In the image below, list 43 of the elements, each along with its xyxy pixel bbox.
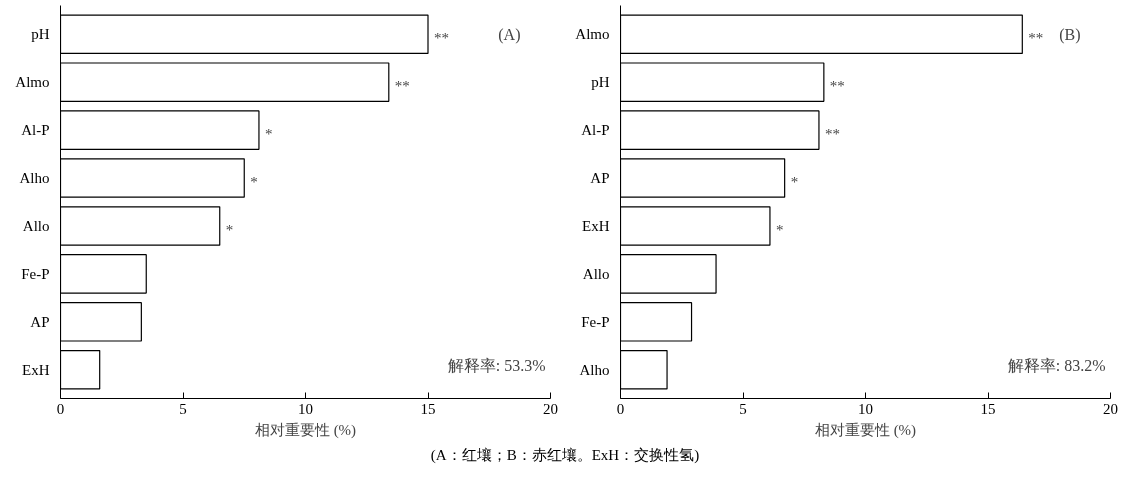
y-tick-label: ExH — [582, 217, 610, 234]
x-tick-label: 5 — [739, 400, 747, 417]
annotation: ** — [394, 78, 410, 95]
x-tick-label: 15 — [420, 400, 436, 417]
y-tick-label: Fe-P — [581, 313, 610, 330]
y-tick-label: pH — [31, 26, 50, 43]
annotation: * — [225, 221, 234, 238]
x-tick-label: 20 — [543, 400, 558, 417]
x-tick-label: 10 — [298, 400, 313, 417]
annotation: (B) — [1059, 25, 1081, 44]
y-tick-label: Fe-P — [21, 265, 50, 282]
x-tick-label: 0 — [616, 400, 625, 417]
y-tick-label: Alho — [19, 170, 50, 187]
x-tick-label: 10 — [858, 400, 873, 417]
y-tick-label: Al-P — [21, 122, 50, 139]
annotation: * — [264, 126, 273, 143]
annotation: (A) — [498, 25, 521, 44]
y-tick-label: pH — [591, 74, 610, 91]
annotation: * — [775, 221, 784, 238]
x-tick-label: 20 — [1103, 400, 1118, 417]
y-tick-label: Al-P — [581, 122, 610, 139]
annotation: ** — [824, 126, 840, 143]
x-tick-label: 0 — [56, 400, 65, 417]
annotation: ** — [829, 78, 845, 95]
y-tick-label: Almo — [575, 26, 610, 43]
y-tick-label: Allo — [582, 265, 610, 282]
y-tick-label: Almo — [15, 74, 50, 91]
y-tick-label: ExH — [22, 361, 50, 378]
x-axis-title: 相对重要性 (%) — [814, 421, 917, 439]
annotation: 解释率: 83.2% — [1007, 357, 1106, 375]
y-tick-label: AP — [30, 313, 50, 330]
y-tick-label: Allo — [22, 217, 50, 234]
annotation: * — [250, 174, 258, 191]
annotation: ** — [1028, 30, 1044, 47]
y-tick-label: AP — [590, 170, 610, 187]
annotation: * — [790, 174, 799, 191]
x-tick-label: 15 — [980, 400, 996, 417]
y-tick-label: Alho — [579, 361, 610, 378]
annotation: 解释率: 53.3% — [447, 357, 546, 375]
text: (A：红壤；B：赤红壤。ExH：交换性氢) — [430, 446, 700, 465]
x-axis-title: 相对重要性 (%) — [254, 421, 357, 439]
x-tick-label: 5 — [179, 400, 187, 417]
annotation: ** — [434, 30, 449, 47]
